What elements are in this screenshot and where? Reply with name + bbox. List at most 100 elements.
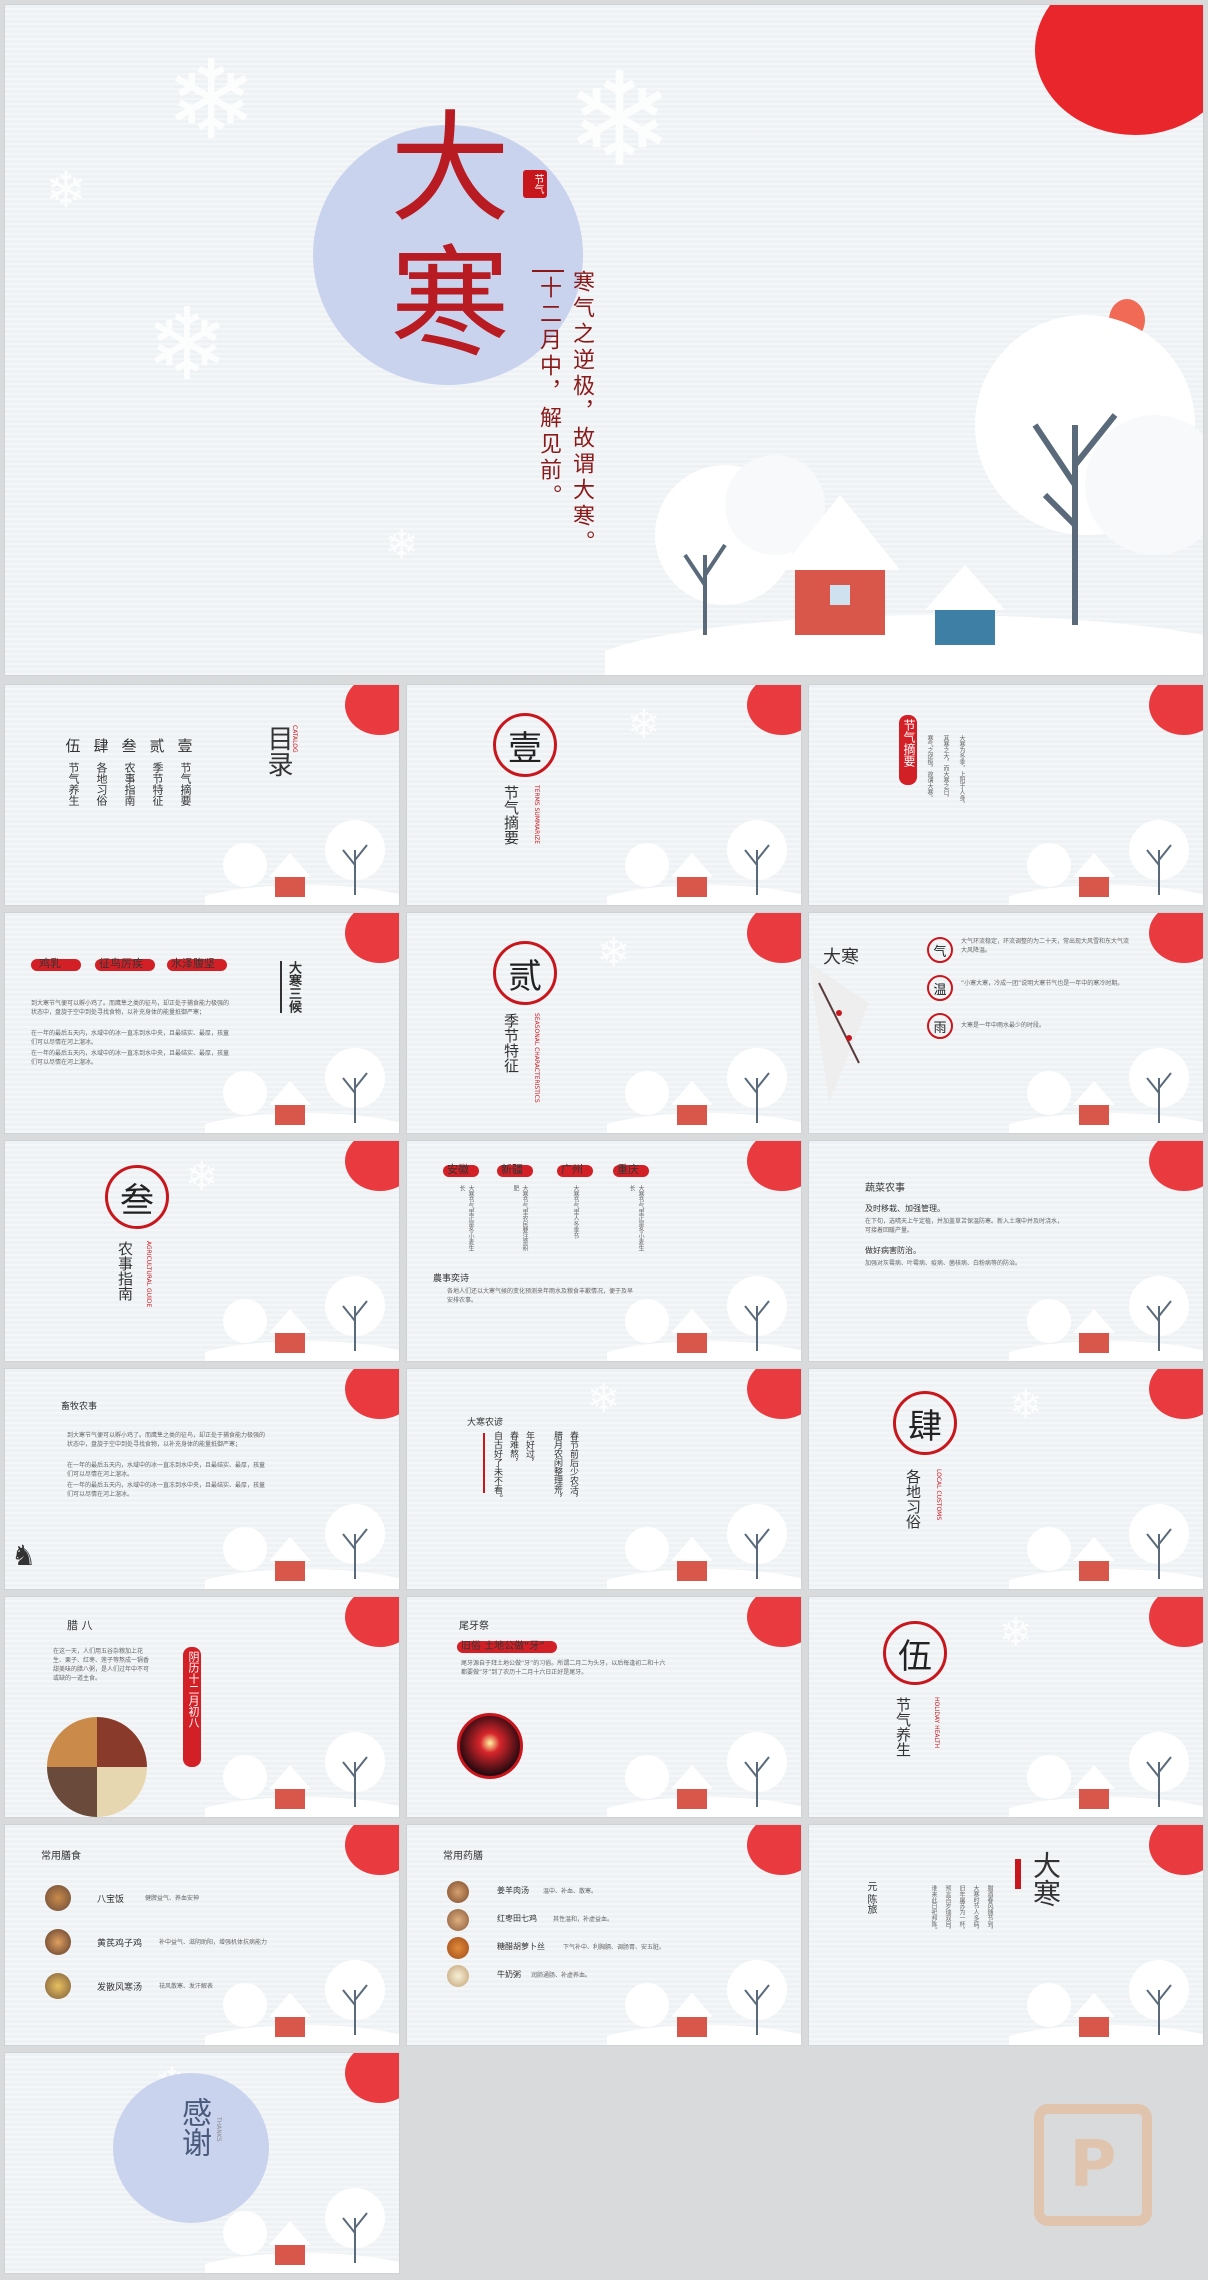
section-number: 贰 bbox=[508, 956, 542, 997]
section-number: 伍 bbox=[898, 1636, 932, 1677]
horse-icon: ♞ bbox=[11, 1539, 37, 1572]
herbal-name: 糖醋胡萝卜丝 bbox=[497, 1942, 545, 1951]
snowflake-icon: ❄ bbox=[565, 44, 674, 196]
snowflake-icon: ❄ bbox=[587, 1376, 621, 1422]
thanks-en: THANKS bbox=[215, 2117, 222, 2142]
slide-summary[interactable]: 节气摘要 大寒为冬季，上阳于人身， 其寒之大，而大寒之日， 寒气之逆极，故谓大寒… bbox=[808, 684, 1204, 906]
winter-village-illustration bbox=[205, 1048, 399, 1133]
cover-verse: 寒气之逆极，故谓大寒。 bbox=[569, 270, 594, 556]
proverb-line: 腊月农闲整理荒， bbox=[552, 1431, 562, 1503]
section-number-ring: 叁 bbox=[105, 1165, 169, 1229]
snowflake-icon: ❄ bbox=[627, 702, 661, 748]
diet-name: 黄芪鸡子鸡 bbox=[97, 1939, 143, 1949]
catalog-label: 季节特征 bbox=[151, 762, 164, 806]
winter-village-illustration bbox=[205, 2188, 399, 2273]
slide-section-4[interactable]: ❄ 肆 各地习俗 LOCAL CUSTOMS bbox=[808, 1368, 1204, 1590]
herbal-desc: 润肺通肠、补虚养血。 bbox=[531, 1972, 592, 1979]
snowflake-icon: ❄ bbox=[385, 522, 419, 568]
catalog-item[interactable]: 伍 节气养生 bbox=[65, 735, 81, 806]
slide-climate[interactable]: 大寒 气 温 雨 大气环流稳定，环流调整的为二十天，常出现大风雪和东大气流大风降… bbox=[808, 912, 1204, 1134]
veg-sub-1: 及时移栽、加强管理。 bbox=[865, 1204, 945, 1213]
slide-proverbs[interactable]: ❄ 大寒农谚 春节前后少农活， 腊月农闲整理荒， 年好过， 春难熬， 自古好了未… bbox=[406, 1368, 802, 1590]
tag-brush bbox=[95, 959, 155, 971]
slide-section-5[interactable]: ❄ 伍 节气养生 HOLIDAY HEALTH bbox=[808, 1596, 1204, 1818]
cover-date: 十二月中，解见前。 bbox=[532, 270, 564, 510]
snowflake-icon: ❄ bbox=[999, 1610, 1033, 1656]
slide-thanks[interactable]: ❄ 感谢 THANKS bbox=[4, 2052, 400, 2274]
laba-date: 阴历十二月初八 bbox=[187, 1651, 200, 1728]
herbal-desc: 其性温和，补虚益血。 bbox=[553, 1916, 614, 1923]
section-number-ring: 肆 bbox=[893, 1391, 957, 1455]
slide-laba[interactable]: 腊 八 在这一天，人们用五谷杂粮加上花生、栗子、红枣、莲子等熬成一锅香甜美味的腊… bbox=[4, 1596, 400, 1818]
slide-herbal[interactable]: 常用药膳 姜羊肉汤 红枣田七鸡 糖醋胡萝卜丝 牛奶粥 温中、补血、散寒。 其性温… bbox=[406, 1824, 802, 2046]
winter-village-illustration bbox=[205, 1732, 399, 1817]
catalog-item[interactable]: 壹 节气摘要 bbox=[177, 735, 193, 806]
diet-name: 发散风寒汤 bbox=[97, 1983, 143, 1993]
catalog-label: 各地习俗 bbox=[95, 762, 108, 806]
tag-brush bbox=[613, 1165, 649, 1177]
winter-village-illustration bbox=[1009, 1732, 1203, 1817]
winter-village-illustration bbox=[1009, 1048, 1203, 1133]
slide-section-2[interactable]: ❄ 贰 季节特征 SEASONAL CHARACTERISTICS bbox=[406, 912, 802, 1134]
slide-poem[interactable]: 大寒 元 陈旅 腊酒春风随节到， 大寒时节人多病， 旧年屠苏为一杯， 预言百岁瑞… bbox=[808, 1824, 1204, 2046]
section-title: 节气摘要 bbox=[502, 785, 520, 845]
tag-brush bbox=[31, 959, 81, 971]
section-number-ring: 壹 bbox=[493, 713, 557, 777]
region-tag: 新疆 bbox=[501, 1163, 523, 1176]
slide-diet[interactable]: 常用膳食 八宝饭 黄芪鸡子鸡 发散风寒汤 健脾益气、养血安神 补中益气、滋阴助阳… bbox=[4, 1824, 400, 2046]
slide-livestock[interactable]: 畜牧农事 到大寒节气便可以孵小鸡了。而鹰隼之类的征鸟，却正处于捕食能力极强的状态… bbox=[4, 1368, 400, 1590]
cover-title-1: 大 bbox=[390, 100, 510, 239]
section-number: 肆 bbox=[908, 1406, 942, 1447]
candle-image bbox=[457, 1713, 523, 1779]
catalog-title: 目录 bbox=[263, 725, 293, 777]
slide-vegetables[interactable]: 蔬菜农事 及时移栽、加强管理。 在下旬，选晴天上午定植，并加盖草苫保温防寒。新入… bbox=[808, 1140, 1204, 1362]
climate-icon: 雨 bbox=[933, 1020, 947, 1036]
section-number: 壹 bbox=[508, 728, 542, 769]
region-tag: 广州 bbox=[561, 1163, 583, 1176]
slide-weiya[interactable]: 尾牙祭 旧俗 土地公做“牙” 尾牙源自于拜土地公做“牙”的习俗。所谓二月二为头牙… bbox=[406, 1596, 802, 1818]
slide-section-3[interactable]: ❄ 叁 农事指南 AGRICULTURAL GUIDE bbox=[4, 1140, 400, 1362]
section-title-en: TERMS SUMMARIZE bbox=[533, 785, 540, 845]
veg-text-1: 在下旬，选晴天上午定植，并加盖草苫保温防寒。新入土壤中并及时浇水，可接着回暖产量… bbox=[865, 1218, 1064, 1234]
veg-sub-2: 做好病害防治。 bbox=[865, 1246, 921, 1255]
winter-village-illustration bbox=[1009, 1276, 1203, 1361]
catalog-label: 农事指南 bbox=[123, 762, 136, 806]
climate-icon: 温 bbox=[933, 982, 947, 998]
laba-porridge-image bbox=[47, 1717, 147, 1817]
section-title: 农事指南 bbox=[116, 1241, 134, 1301]
winter-village-illustration bbox=[607, 820, 801, 905]
catalog-num: 伍 bbox=[65, 737, 81, 755]
winter-village-illustration bbox=[205, 820, 399, 905]
catalog-item[interactable]: 叁 农事指南 bbox=[121, 735, 137, 806]
climate-icon-ring: 雨 bbox=[927, 1013, 953, 1039]
section-title: 季节特征 bbox=[502, 1013, 520, 1073]
catalog-item[interactable]: 贰 季节特征 bbox=[149, 735, 165, 806]
cover-slide[interactable]: ❄ ❄ ❄ ❄ ❄ 大 寒 节气 寒气之逆极，故谓大寒。 十二月中，解见前。 bbox=[4, 4, 1204, 676]
diet-desc: 祛风散寒、发汗解表 bbox=[159, 1983, 214, 1990]
winter-village-illustration bbox=[1009, 1960, 1203, 2045]
poem-line: 腊酒春风随节到， bbox=[986, 1885, 993, 1933]
diet-desc: 补中益气、滋阴助阳，增强机体抗病能力 bbox=[159, 1939, 268, 1946]
proverb-line: 自古好了未不看。 bbox=[492, 1431, 502, 1503]
summary-title: 节气摘要 bbox=[902, 719, 916, 767]
poem-author: 元 陈旅 bbox=[865, 1881, 876, 1915]
phenology-heading: 大寒三候 bbox=[280, 961, 303, 1013]
slide-section-1[interactable]: ❄ 壹 节气摘要 TERMS SUMMARIZE bbox=[406, 684, 802, 906]
p-logo-icon: P bbox=[1069, 2128, 1117, 2202]
section-title: 各地习俗 bbox=[904, 1469, 922, 1529]
thanks-circle bbox=[113, 2073, 269, 2223]
slide-three-phenology[interactable]: 鸡乳 征鸟厉疾 水泽腹坚 大寒三候 到大寒节气便可以孵小鸡了。而鹰隼之类的征鸟，… bbox=[4, 912, 400, 1134]
phenology-tag: 鸡乳 bbox=[39, 957, 61, 970]
winter-village-illustration bbox=[607, 1504, 801, 1589]
herbal-image bbox=[447, 1909, 469, 1931]
catalog-item[interactable]: 肆 各地习俗 bbox=[93, 735, 109, 806]
proverb-line: 年好过， bbox=[524, 1431, 534, 1467]
diet-title: 常用膳食 bbox=[41, 1851, 81, 1862]
poem-seal bbox=[1015, 1859, 1021, 1889]
phenology-para-2: 在一年的最后五天内，水域中的冰一直冻到水中央，且最结实、最厚，孩童们可以尽情在河… bbox=[31, 1030, 230, 1046]
catalog-num: 肆 bbox=[93, 737, 109, 755]
tag-brush bbox=[497, 1165, 533, 1177]
slide-regions[interactable]: 安徽 新疆 广州 重庆 大寒节气里正是冬小麦生长 大寒节气里农民要注意积肥 大寒… bbox=[406, 1140, 802, 1362]
slide-catalog[interactable]: 目录 CATALOG 壹 节气摘要 贰 季节特征 叁 农事指南 肆 各地习俗 伍… bbox=[4, 684, 400, 906]
herbal-title: 常用药膳 bbox=[443, 1851, 483, 1862]
